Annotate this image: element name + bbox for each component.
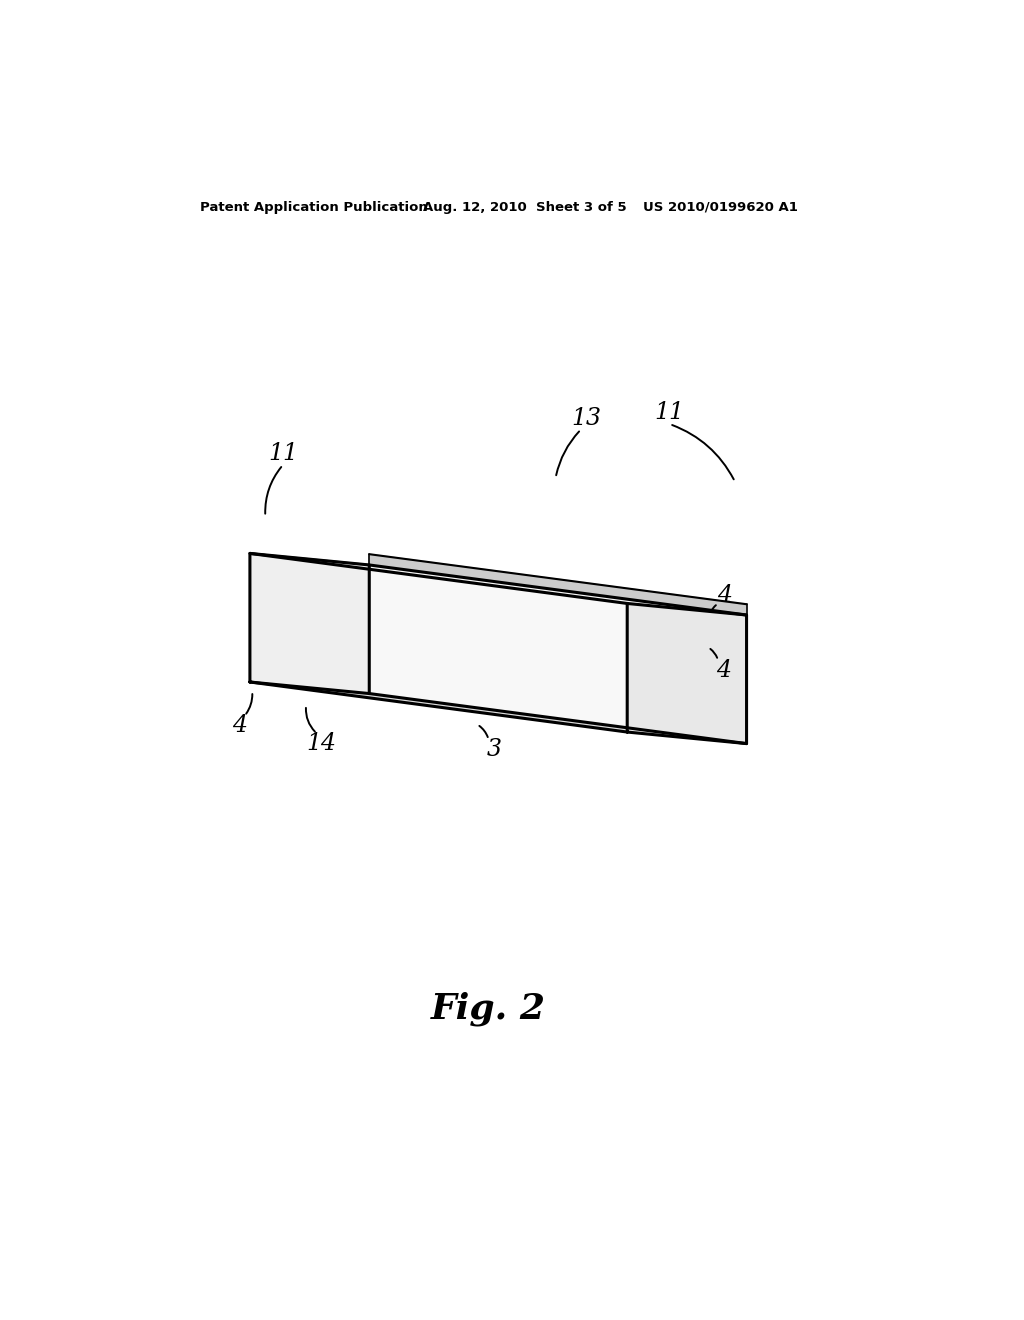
Text: Patent Application Publication: Patent Application Publication	[200, 201, 428, 214]
Polygon shape	[450, 579, 579, 593]
Polygon shape	[406, 574, 535, 587]
Text: 11: 11	[654, 401, 685, 424]
Polygon shape	[383, 572, 512, 583]
Polygon shape	[360, 568, 490, 581]
Text: 3: 3	[486, 738, 502, 762]
Polygon shape	[250, 553, 379, 566]
Text: 4: 4	[716, 659, 731, 682]
Text: Fig. 2: Fig. 2	[431, 991, 546, 1026]
Polygon shape	[250, 682, 746, 743]
Polygon shape	[272, 556, 401, 569]
Polygon shape	[370, 554, 746, 615]
Polygon shape	[516, 589, 645, 602]
Polygon shape	[294, 560, 424, 572]
Text: US 2010/0199620 A1: US 2010/0199620 A1	[643, 201, 798, 214]
Text: 13: 13	[571, 407, 601, 430]
Text: 11: 11	[268, 442, 298, 465]
Text: Aug. 12, 2010  Sheet 3 of 5: Aug. 12, 2010 Sheet 3 of 5	[423, 201, 627, 214]
Polygon shape	[316, 562, 445, 576]
Polygon shape	[605, 601, 734, 614]
Polygon shape	[494, 586, 624, 599]
Polygon shape	[560, 594, 690, 607]
Polygon shape	[539, 591, 668, 605]
Polygon shape	[250, 553, 746, 615]
Polygon shape	[250, 553, 370, 693]
Polygon shape	[339, 565, 468, 578]
Polygon shape	[370, 565, 746, 743]
Text: 14: 14	[306, 733, 337, 755]
Text: 4: 4	[232, 714, 248, 738]
Polygon shape	[472, 583, 601, 595]
Polygon shape	[427, 577, 557, 590]
Polygon shape	[583, 598, 712, 610]
Polygon shape	[628, 603, 746, 743]
Text: 4: 4	[718, 585, 732, 607]
